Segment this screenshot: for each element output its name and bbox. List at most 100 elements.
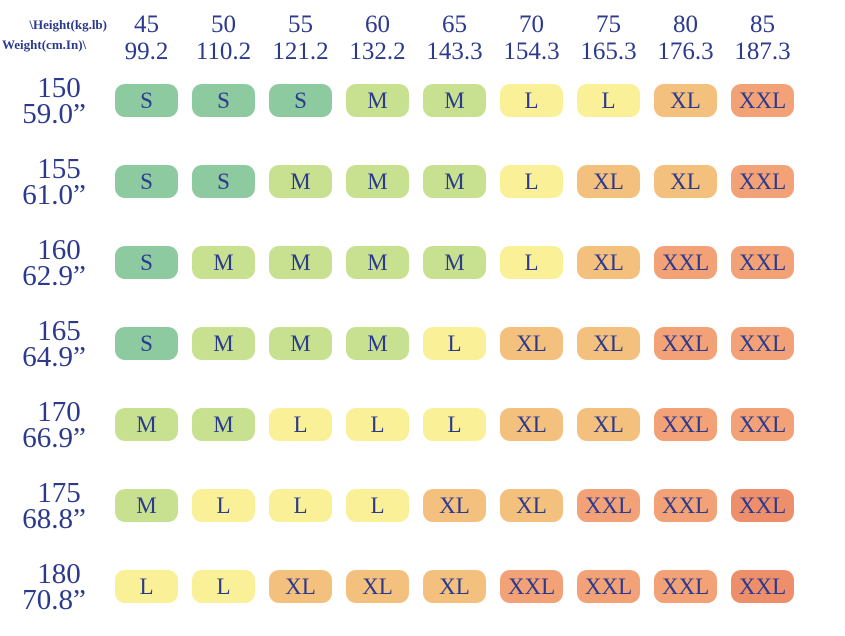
size-cell-slot: L: [339, 465, 416, 546]
row-header-cm: 155: [37, 152, 81, 185]
row-header-inches: 59.0”: [22, 97, 86, 130]
size-cell-slot: XXL: [724, 303, 801, 384]
size-cell-r1c4: M: [346, 84, 409, 117]
size-cell-r6c6: XL: [500, 489, 563, 522]
size-cell-r5c1: M: [115, 408, 178, 441]
row-header-inches: 70.8”: [22, 583, 86, 616]
size-cell-r5c7: XL: [577, 408, 640, 441]
column-header-lb: 110.2: [195, 38, 252, 65]
size-cell-slot: L: [262, 384, 339, 465]
size-cell-slot: XL: [339, 546, 416, 627]
size-cell-slot: L: [185, 546, 262, 627]
column-header-70: 70 154.3: [493, 6, 570, 65]
size-cell-r7c5: XL: [423, 570, 486, 603]
row-header-165: 165 64.9”: [0, 303, 108, 384]
size-cell-slot: XL: [570, 303, 647, 384]
size-cell-slot: S: [185, 60, 262, 141]
size-cell-slot: XXL: [647, 465, 724, 546]
column-header-85: 85 187.3: [724, 6, 801, 65]
size-cell-r3c2: M: [192, 246, 255, 279]
size-cell-slot: L: [493, 141, 570, 222]
size-cell-slot: M: [262, 222, 339, 303]
size-cell-r6c5: XL: [423, 489, 486, 522]
size-cell-r4c4: M: [346, 327, 409, 360]
size-cell-r7c3: XL: [269, 570, 332, 603]
size-cell-r1c3: S: [269, 84, 332, 117]
size-cell-slot: M: [185, 222, 262, 303]
size-cell-slot: S: [185, 141, 262, 222]
size-cell-slot: L: [185, 465, 262, 546]
row-header-170: 170 66.9”: [0, 384, 108, 465]
row-header-cm: 165: [37, 314, 81, 347]
size-cell-r3c6: L: [500, 246, 563, 279]
size-cell-slot: L: [416, 303, 493, 384]
size-cell-r6c1: M: [115, 489, 178, 522]
column-header-kg: 50: [211, 11, 236, 38]
size-cell-slot: XL: [493, 384, 570, 465]
size-cell-slot: M: [185, 384, 262, 465]
corner-label: \Height(kg.lb) Weight(cm.In)\: [0, 6, 108, 60]
size-cell-slot: XXL: [724, 60, 801, 141]
column-header-kg: 80: [673, 11, 698, 38]
column-header-75: 75 165.3: [570, 6, 647, 65]
size-cell-slot: L: [493, 60, 570, 141]
size-cell-r1c6: L: [500, 84, 563, 117]
size-cell-r4c3: M: [269, 327, 332, 360]
size-cell-r2c1: S: [115, 165, 178, 198]
size-cell-r6c3: L: [269, 489, 332, 522]
column-header-kg: 75: [596, 11, 621, 38]
column-header-50: 50 110.2: [185, 6, 262, 65]
size-cell-r7c6: XXL: [500, 570, 563, 603]
row-header-inches: 66.9”: [22, 421, 86, 454]
size-cell-r3c4: M: [346, 246, 409, 279]
size-cell-r4c6: XL: [500, 327, 563, 360]
size-cell-r5c6: XL: [500, 408, 563, 441]
size-cell-slot: XXL: [724, 384, 801, 465]
size-cell-r7c8: XXL: [654, 570, 717, 603]
size-cell-slot: XL: [570, 222, 647, 303]
column-header-kg: 65: [442, 11, 467, 38]
size-cell-slot: XL: [570, 141, 647, 222]
size-cell-r7c1: L: [115, 570, 178, 603]
size-cell-slot: M: [262, 141, 339, 222]
size-cell-r3c5: M: [423, 246, 486, 279]
size-cell-slot: XL: [262, 546, 339, 627]
size-cell-r3c3: M: [269, 246, 332, 279]
size-cell-r2c3: M: [269, 165, 332, 198]
size-cell-r4c5: L: [423, 327, 486, 360]
size-cell-slot: XXL: [724, 465, 801, 546]
size-cell-slot: XXL: [724, 141, 801, 222]
size-cell-slot: S: [108, 141, 185, 222]
row-header-cm: 170: [37, 395, 81, 428]
size-cell-r3c8: XXL: [654, 246, 717, 279]
size-cell-slot: M: [339, 303, 416, 384]
size-cell-slot: XL: [416, 546, 493, 627]
size-cell-r5c8: XXL: [654, 408, 717, 441]
row-header-inches: 61.0”: [22, 178, 86, 211]
size-cell-slot: L: [416, 384, 493, 465]
row-header-cm: 150: [37, 71, 81, 104]
row-header-150: 150 59.0”: [0, 60, 108, 141]
row-header-160: 160 62.9”: [0, 222, 108, 303]
size-cell-r5c9: XXL: [731, 408, 794, 441]
size-cell-slot: XXL: [647, 546, 724, 627]
size-cell-slot: M: [339, 60, 416, 141]
size-cell-slot: XL: [647, 141, 724, 222]
column-header-60: 60 132.2: [339, 6, 416, 65]
size-cell-slot: S: [108, 60, 185, 141]
size-cell-r4c2: M: [192, 327, 255, 360]
size-cell-r4c8: XXL: [654, 327, 717, 360]
size-cell-r6c9: XXL: [731, 489, 794, 522]
size-cell-slot: S: [108, 222, 185, 303]
size-cell-r5c5: L: [423, 408, 486, 441]
size-cell-r7c7: XXL: [577, 570, 640, 603]
row-header-175: 175 68.8”: [0, 465, 108, 546]
row-header-cm: 180: [37, 557, 81, 590]
size-cell-r3c9: XXL: [731, 246, 794, 279]
size-cell-r1c8: XL: [654, 84, 717, 117]
size-cell-r6c8: XXL: [654, 489, 717, 522]
size-cell-slot: XL: [647, 60, 724, 141]
size-cell-slot: XXL: [493, 546, 570, 627]
column-header-55: 55 121.2: [262, 6, 339, 65]
column-header-80: 80 176.3: [647, 6, 724, 65]
